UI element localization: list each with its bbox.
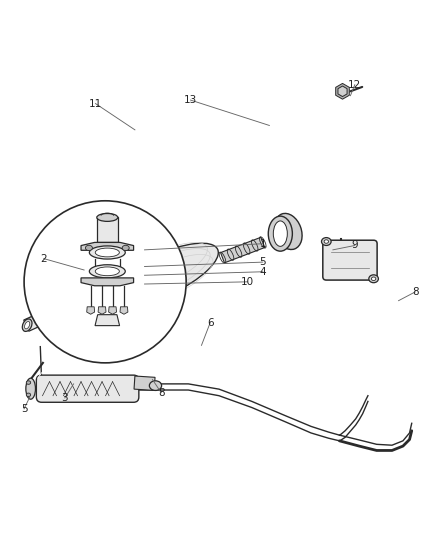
Circle shape (131, 278, 140, 286)
Ellipse shape (26, 378, 35, 399)
Circle shape (73, 297, 80, 304)
Text: 6: 6 (207, 318, 214, 328)
Text: 12: 12 (348, 80, 361, 90)
FancyBboxPatch shape (323, 240, 377, 280)
Polygon shape (109, 307, 117, 314)
Text: 2: 2 (40, 254, 47, 264)
Polygon shape (81, 243, 134, 251)
Polygon shape (120, 307, 128, 314)
Polygon shape (81, 278, 134, 286)
Ellipse shape (25, 321, 30, 329)
Ellipse shape (321, 238, 331, 246)
Text: 1: 1 (259, 239, 266, 249)
Text: 11: 11 (89, 99, 102, 109)
Ellipse shape (26, 393, 31, 397)
Ellipse shape (273, 221, 287, 246)
Text: 4: 4 (259, 266, 266, 277)
Ellipse shape (85, 245, 92, 251)
Ellipse shape (371, 277, 376, 280)
Polygon shape (338, 86, 347, 96)
Ellipse shape (106, 243, 218, 308)
Ellipse shape (369, 275, 378, 282)
Polygon shape (97, 217, 118, 243)
Text: 5: 5 (21, 404, 28, 414)
Text: 9: 9 (351, 240, 358, 251)
Polygon shape (221, 237, 265, 263)
Ellipse shape (268, 216, 293, 251)
Ellipse shape (89, 265, 125, 278)
Text: 8: 8 (412, 287, 419, 297)
Ellipse shape (324, 240, 328, 243)
Ellipse shape (95, 267, 119, 276)
Ellipse shape (22, 319, 32, 332)
Text: 3: 3 (61, 393, 68, 403)
FancyBboxPatch shape (36, 375, 139, 402)
Polygon shape (95, 314, 120, 326)
Ellipse shape (274, 213, 302, 249)
Ellipse shape (122, 245, 129, 251)
Ellipse shape (149, 381, 162, 391)
Polygon shape (87, 307, 95, 314)
Polygon shape (98, 307, 106, 314)
Polygon shape (134, 376, 155, 391)
Text: 10: 10 (241, 277, 254, 287)
Ellipse shape (89, 246, 125, 259)
Polygon shape (24, 286, 103, 331)
Circle shape (24, 201, 186, 363)
Polygon shape (336, 84, 350, 99)
Text: 13: 13 (184, 95, 197, 105)
Ellipse shape (97, 214, 118, 221)
Ellipse shape (95, 248, 119, 257)
Ellipse shape (26, 381, 31, 384)
Polygon shape (100, 283, 117, 292)
Text: 8: 8 (158, 387, 165, 398)
Text: 5: 5 (259, 257, 266, 267)
